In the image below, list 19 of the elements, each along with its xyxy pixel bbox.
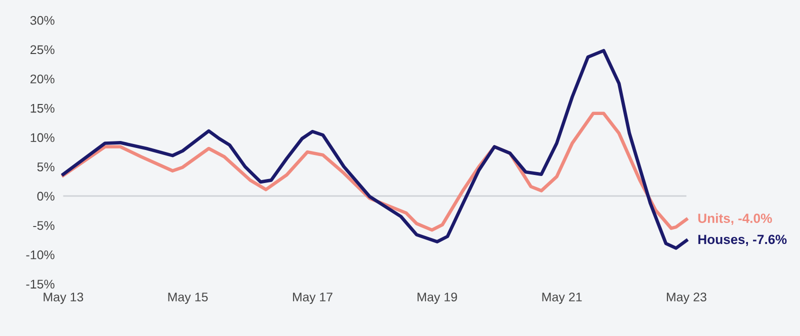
- y-tick-label: 5%: [37, 162, 54, 172]
- line-series: [62, 48, 688, 250]
- x-tick-label: May 21: [542, 292, 582, 304]
- y-tick-label: -15%: [26, 280, 54, 289]
- y-tick-label: 25%: [30, 45, 54, 54]
- y-tick-label: 15%: [30, 104, 54, 113]
- x-tick-label: May 19: [418, 292, 457, 304]
- series-label: Houses, -7.6%: [698, 234, 787, 246]
- series-label: Units, -4.0%: [698, 213, 772, 225]
- y-tick-label: 20%: [30, 74, 54, 84]
- y-tick-label: -5%: [33, 221, 54, 230]
- y-tick-label: 10%: [30, 133, 54, 142]
- y-tick-label: 0%: [37, 192, 54, 201]
- x-tick-label: May 15: [168, 292, 208, 304]
- y-tick-label: 30%: [30, 16, 54, 25]
- y-tick-label: -10%: [26, 250, 54, 260]
- x-tick-label: May 17: [293, 292, 332, 304]
- x-tick-label: May 23: [666, 292, 706, 304]
- x-tick-label: May 13: [44, 292, 84, 304]
